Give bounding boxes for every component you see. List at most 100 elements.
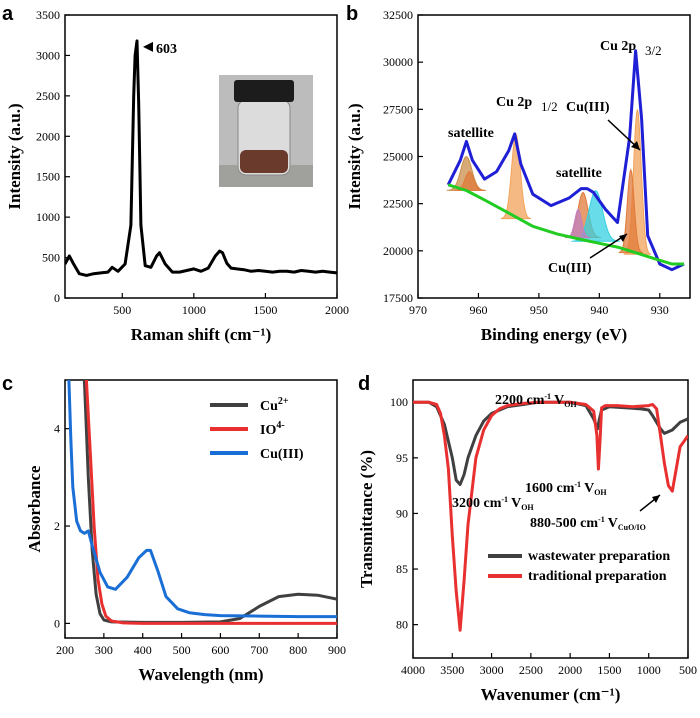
panel-c-uvvis-chart: 200 300 400 500 600 700 800 900 0 2 4 Wavelength (n…: [25, 379, 346, 684]
x-tick-label: 960: [469, 303, 487, 317]
x-tick-label: 700: [250, 643, 268, 657]
x-tick-label: 1500: [253, 303, 277, 317]
legend-label: traditional preparation: [528, 569, 667, 584]
panel-letter-b: b: [346, 3, 358, 25]
y-tick-label: 27500: [383, 102, 413, 116]
y-tick-label: 95: [396, 451, 408, 465]
y-axis-title: Absorbance: [25, 465, 44, 552]
y-tick-label: 17500: [383, 291, 413, 305]
series-line-1: [413, 400, 688, 632]
peak-arrow-icon: [143, 41, 154, 52]
legend-name: Cu(III): [260, 447, 304, 462]
y-tick-label: 90: [396, 506, 408, 520]
x-tick-label: 300: [95, 643, 113, 657]
legend-sup: -: [281, 420, 284, 431]
y-tick-label: 1500: [36, 170, 60, 184]
band-label-1: 3200 cm-1 VOH: [452, 495, 534, 512]
y-tick-label: 25000: [383, 150, 413, 164]
x-axis-title: Binding energy (eV): [481, 325, 627, 344]
band-subscript: OH: [564, 400, 577, 409]
legend-label: Cu(III): [260, 447, 304, 462]
peak-label-3: satellite: [556, 166, 602, 181]
band-value: 880-500 cm: [530, 516, 598, 531]
y-tick-label: 0: [54, 616, 60, 630]
x-tick-label: 900: [328, 643, 346, 657]
x-tick-label: 3500: [440, 663, 464, 677]
x-tick-label: 3000: [480, 663, 504, 677]
plot-frame: [64, 14, 338, 299]
legend-label: wastewater preparation: [528, 549, 670, 564]
y-tick-label: 32500: [383, 8, 413, 22]
legend-name: Cu: [260, 399, 278, 414]
band-subscript: CuO/IO: [618, 523, 646, 532]
x-tick-label: 500: [679, 663, 697, 677]
plot-frame: [64, 379, 338, 639]
band-label-0: 2200 cm-1 VOH: [495, 392, 577, 409]
x-tick-label: 600: [211, 643, 229, 657]
arrow-head-icon: [652, 495, 660, 503]
peak-label-2: 1/2: [541, 99, 558, 114]
arrow-head-icon: [631, 141, 640, 150]
band-symbol: V: [608, 516, 618, 531]
fit-peak-sat1: [446, 155, 487, 191]
y-tick-label: 4: [54, 422, 60, 436]
x-tick-label: 970: [409, 303, 427, 317]
x-axis-title: Wavelength (nm): [138, 665, 263, 684]
x-tick-label: 800: [289, 643, 307, 657]
peak-label-4: Cu 2p: [600, 39, 636, 54]
band-symbol: V: [511, 496, 521, 511]
x-tick-label: 500: [113, 303, 131, 317]
plot-frame: [412, 379, 689, 659]
y-tick-label: 100: [390, 395, 408, 409]
series-line-0: [65, 39, 337, 277]
panel-b-xps-chart: 970 960 950 940 930 17500 20000 22500 25000 27500…: [345, 8, 691, 344]
x-tick-label: 200: [56, 643, 74, 657]
peak-label-1: Cu 2p: [496, 95, 532, 110]
band-unit-exp: -1: [574, 480, 581, 489]
series-line-0: [82, 380, 337, 624]
x-tick-label: 4000: [401, 663, 425, 677]
band-symbol: V: [584, 481, 594, 496]
y-tick-label: 2500: [36, 89, 60, 103]
legend-sup: 4: [276, 420, 281, 431]
panel-letter-d: d: [358, 373, 370, 395]
legend-label: IO4-: [260, 420, 285, 438]
x-tick-label: 2500: [519, 663, 543, 677]
y-tick-label: 500: [42, 251, 60, 265]
y-tick-label: 30000: [383, 55, 413, 69]
series-line-1: [84, 380, 337, 625]
x-tick-label: 1500: [597, 663, 621, 677]
band-value: 3200 cm: [452, 496, 502, 511]
x-tick-label: 930: [651, 303, 669, 317]
band-unit-exp: -1: [501, 495, 508, 504]
x-axis-title: Raman shift (cm⁻¹): [131, 325, 272, 344]
series-line-0: [446, 49, 685, 272]
peak-label-6: Cu(III): [566, 100, 610, 115]
x-tick-label: 2000: [558, 663, 582, 677]
series-line-2: [67, 380, 337, 619]
y-axis-title: Intensity (a.u.): [345, 103, 364, 209]
panel-d-ftir-chart: 4000 3500 3000 2500 2000 1500 1000 500 80 85 90 95 1…: [357, 379, 697, 704]
band-label-3: 880-500 cm-1 VCuO/IO: [530, 515, 646, 532]
legend-sup: 2+: [278, 396, 289, 407]
x-tick-label: 1000: [182, 303, 206, 317]
band-value: 1600 cm: [525, 481, 575, 496]
legend-label: Cu2+: [260, 396, 289, 414]
y-tick-label: 20000: [383, 244, 413, 258]
peak-label: 603: [156, 42, 177, 57]
vial-cap: [234, 80, 294, 102]
y-axis-title: Intensity (a.u.): [5, 103, 24, 209]
x-axis-title: Wavenumer (cm⁻¹): [481, 685, 621, 704]
vial-photo: [219, 75, 313, 187]
legend-name: IO: [260, 423, 276, 438]
fit-peak-sat1b: [454, 171, 485, 191]
panel-a-raman-chart: 500 1000 1500 2000 0 500 1000 1500 2000 2500 3000 3…: [5, 8, 349, 344]
y-tick-label: 3000: [36, 48, 60, 62]
y-axis-title: Transmittance (%): [357, 450, 376, 588]
panel-letter-c: c: [2, 373, 13, 395]
x-tick-label: 2000: [325, 303, 349, 317]
band-symbol: V: [554, 393, 564, 408]
y-tick-label: 22500: [383, 197, 413, 211]
x-tick-label: 940: [590, 303, 608, 317]
